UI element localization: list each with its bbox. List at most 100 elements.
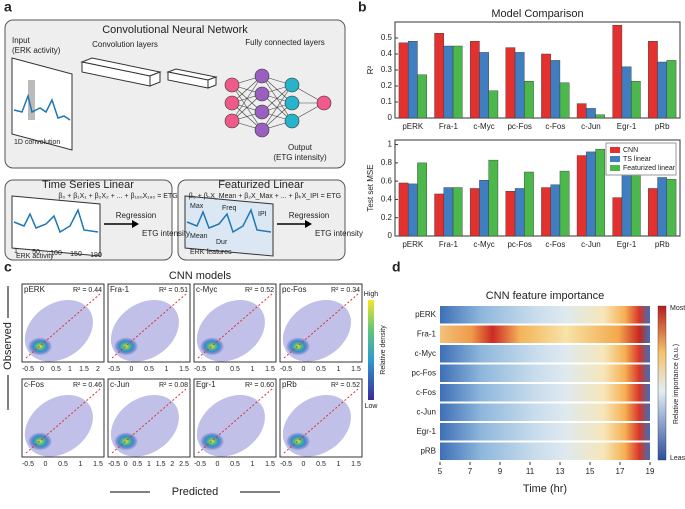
scatter-x-tick: 1 (147, 461, 151, 468)
x-tick-label: 13 (556, 467, 565, 476)
row-label: pERK (415, 310, 437, 319)
importance-colorbar (657, 305, 667, 461)
x-tick-label: c-Fos (545, 122, 565, 131)
c-title: CNN models (169, 270, 232, 282)
bar (550, 60, 561, 119)
y-tick-label: 0 (388, 113, 393, 122)
x-tick-label: c-Myc (473, 240, 494, 249)
feat-regression: Regression (289, 211, 329, 220)
x-tick-label: Fra-1 (439, 122, 459, 131)
panel-label: c (4, 259, 12, 275)
d-title: CNN feature importance (486, 290, 605, 302)
scatter-x-tick: 1.5 (265, 366, 275, 373)
feat-mark: Dur (216, 239, 228, 246)
x-tick-label: pRb (655, 240, 670, 249)
bar (443, 187, 454, 237)
bar (621, 66, 632, 119)
fit-line (25, 293, 101, 359)
ts-eq: β₀ + β₁X₁ + β₂X₂ + ... + β₁₉₀X₁₉₀ = ETG (58, 193, 177, 200)
scatter-bg (107, 283, 191, 363)
scatter-r2: R² = 0.34 (331, 287, 360, 294)
x-tick-label: c-Jun (581, 240, 601, 249)
scatter-x-tick: 0 (302, 461, 306, 468)
scatter-x-tick: 1 (337, 461, 341, 468)
x-tick-label: 7 (468, 467, 473, 476)
scatter-x-tick: 1 (68, 366, 72, 373)
bar (621, 173, 632, 237)
output-sub: (ETG intensity) (273, 153, 327, 162)
y-tick-label: 0.6 (381, 176, 393, 185)
y-tick-label: 0.8 (381, 158, 393, 167)
scatter-x-tick: 1.5 (93, 461, 103, 468)
neuron (254, 86, 270, 102)
scatter-x-tick: 1 (337, 366, 341, 373)
scatter-x-tick: 0.5 (230, 461, 240, 468)
ts-signal (11, 195, 139, 257)
scatter-x-tick: -0.5 (22, 366, 34, 373)
x-tick-label: c-Jun (581, 122, 601, 131)
bar (595, 114, 606, 119)
heatmap-row (440, 384, 650, 402)
scatter-r2: R² = 0.52 (331, 382, 360, 389)
bar (612, 25, 623, 119)
fit-line (111, 388, 187, 454)
x-tick-label: c-Myc (473, 122, 494, 131)
colorbar-low: Least (670, 455, 685, 462)
heatmap-row (440, 423, 650, 441)
scatter-x-tick: 0.5 (58, 461, 68, 468)
bar (524, 171, 534, 237)
y-tick-label: 0.5 (381, 33, 393, 42)
row-label: pc-Fos (412, 368, 436, 377)
bar (417, 74, 427, 119)
feat-target: ETG intensity (315, 229, 363, 238)
bar (541, 187, 551, 237)
bar (630, 80, 641, 119)
x-tick-label: pRb (655, 122, 670, 131)
scatter-x-tick: 0 (124, 461, 128, 468)
ts-target: ETG intensity (142, 229, 190, 238)
scatter-name: pRb (282, 380, 297, 389)
bar (514, 188, 525, 237)
ts-tick: 1 (14, 248, 18, 255)
heatmap-row (440, 442, 650, 460)
scatter-x-tick: 0.5 (51, 366, 61, 373)
scatter-x-tick: 0.5 (144, 366, 154, 373)
d-xlabel: Time (hr) (523, 483, 567, 495)
bar (398, 42, 409, 119)
c-xlabel: Predicted (172, 486, 218, 498)
legend-swatch (610, 147, 620, 153)
legend-swatch (610, 165, 620, 171)
bar (488, 90, 499, 119)
bar (417, 162, 427, 237)
input-signal (11, 57, 73, 151)
density-core (28, 432, 53, 451)
bar (524, 80, 534, 119)
legend-label: TS linear (623, 156, 652, 163)
scatter-x-tick: 1 (251, 366, 255, 373)
bar (434, 33, 445, 119)
bar (559, 170, 570, 237)
colorbar-high: High (364, 291, 379, 298)
scatter-r2: R² = 0.44 (73, 287, 102, 294)
y-tick-label: 0.1 (381, 97, 393, 106)
density-core (114, 432, 139, 451)
scatter-x-tick: 1.5 (265, 461, 275, 468)
fc-label: Fully connected layers (245, 38, 325, 47)
scatter-x-tick: 1 (165, 366, 169, 373)
x-tick-label: Fra-1 (439, 240, 459, 249)
scatter-x-tick: 0 (130, 366, 134, 373)
x-tick-label: pc-Fos (507, 240, 531, 249)
scatter-name: Fra-1 (110, 285, 130, 294)
neuron (284, 95, 300, 111)
y-tick-label: 0.2 (381, 213, 393, 222)
scatter-x-tick: 2 (96, 366, 100, 373)
x-tick-label: 15 (586, 467, 595, 476)
y-tick-label: 0 (388, 231, 393, 240)
density-colorbar (368, 300, 374, 400)
x-tick-label: Egr-1 (617, 240, 637, 249)
y-tick-label: 0.2 (381, 81, 393, 90)
output-label: Output (288, 143, 313, 152)
fit-line (283, 293, 359, 359)
plot-frame (394, 139, 681, 237)
